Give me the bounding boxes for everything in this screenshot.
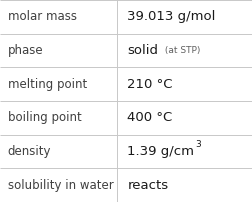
Text: 210 °C: 210 °C [127,78,173,91]
Text: solubility in water: solubility in water [8,179,113,192]
Text: (at STP): (at STP) [162,46,200,55]
Text: melting point: melting point [8,78,87,91]
Text: 3: 3 [196,140,201,149]
Text: 1.39 g/cm: 1.39 g/cm [127,145,194,158]
Text: boiling point: boiling point [8,111,81,124]
Text: 400 °C: 400 °C [127,111,173,124]
Text: density: density [8,145,51,158]
Text: reacts: reacts [127,179,168,192]
Text: 39.013 g/mol: 39.013 g/mol [127,10,216,23]
Text: molar mass: molar mass [8,10,77,23]
Text: solid: solid [127,44,158,57]
Text: phase: phase [8,44,43,57]
